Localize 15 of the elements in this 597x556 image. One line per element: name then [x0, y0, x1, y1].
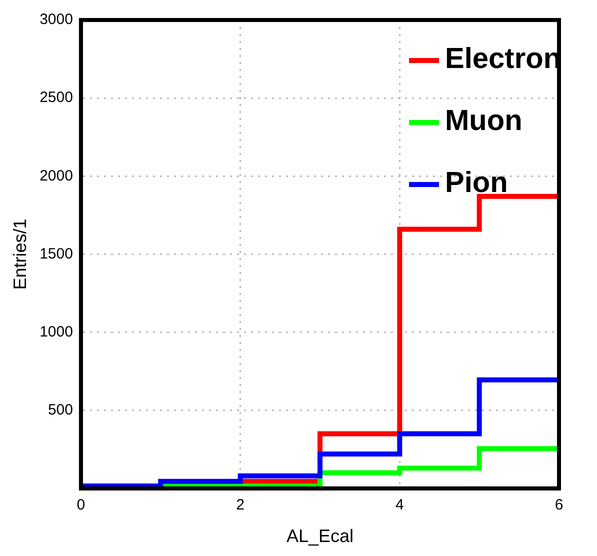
y-tick-label: 1500: [40, 245, 73, 262]
x-axis-title: AL_Ecal: [286, 526, 354, 546]
y-tick-label: 3000: [40, 11, 73, 28]
y-tick-label: 1000: [40, 323, 73, 340]
y-axis-title: Entries/1: [10, 218, 30, 290]
y-tick-label: 500: [48, 401, 73, 418]
legend-label: Pion: [445, 167, 508, 199]
x-tick-label: 6: [554, 496, 564, 514]
legend-label: Muon: [445, 105, 522, 137]
x-tick-label: 4: [395, 496, 404, 514]
x-tick-label: 0: [76, 496, 86, 514]
legend-label: Electron: [445, 43, 562, 75]
y-tick-label: 2000: [40, 167, 73, 184]
x-tick-label: 2: [236, 496, 244, 514]
y-tick-label: 2500: [40, 89, 73, 106]
